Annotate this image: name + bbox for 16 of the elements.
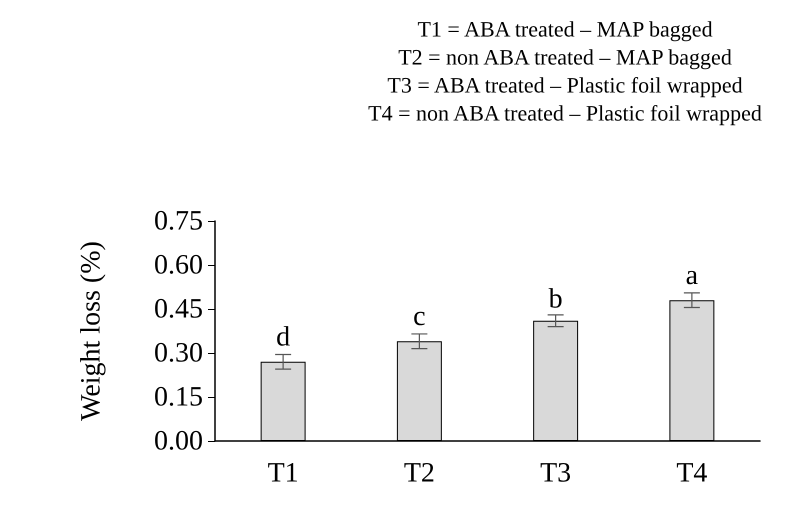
- x-tick-label: T2: [404, 458, 435, 488]
- annotation: c: [413, 300, 426, 332]
- annotation: a: [686, 260, 699, 291]
- annotation: d: [276, 322, 290, 352]
- y-tick-label: 0.15: [154, 382, 203, 412]
- y-tick-label: 0.45: [154, 294, 203, 324]
- y-axis-title: Weight loss (%): [76, 241, 106, 421]
- x-tick-label: T3: [540, 458, 572, 488]
- chart-title: T1 = ABA treated – MAP bagged T2 = non ABA treated – MAP bagged T3 = ABA treated – Plastic foil wrapped T4 = non ABA treated – Plastic foil wrapped: [368, 16, 762, 126]
- x-tick-label: T1: [268, 458, 299, 488]
- x-tick-label: T4: [676, 458, 708, 488]
- y-tick-label: 0.75: [154, 206, 203, 236]
- y-tick-label: 0.00: [154, 426, 203, 456]
- annotation: b: [548, 283, 563, 314]
- y-tick-label: 0.30: [154, 338, 203, 368]
- y-tick-label: 0.60: [154, 250, 203, 280]
